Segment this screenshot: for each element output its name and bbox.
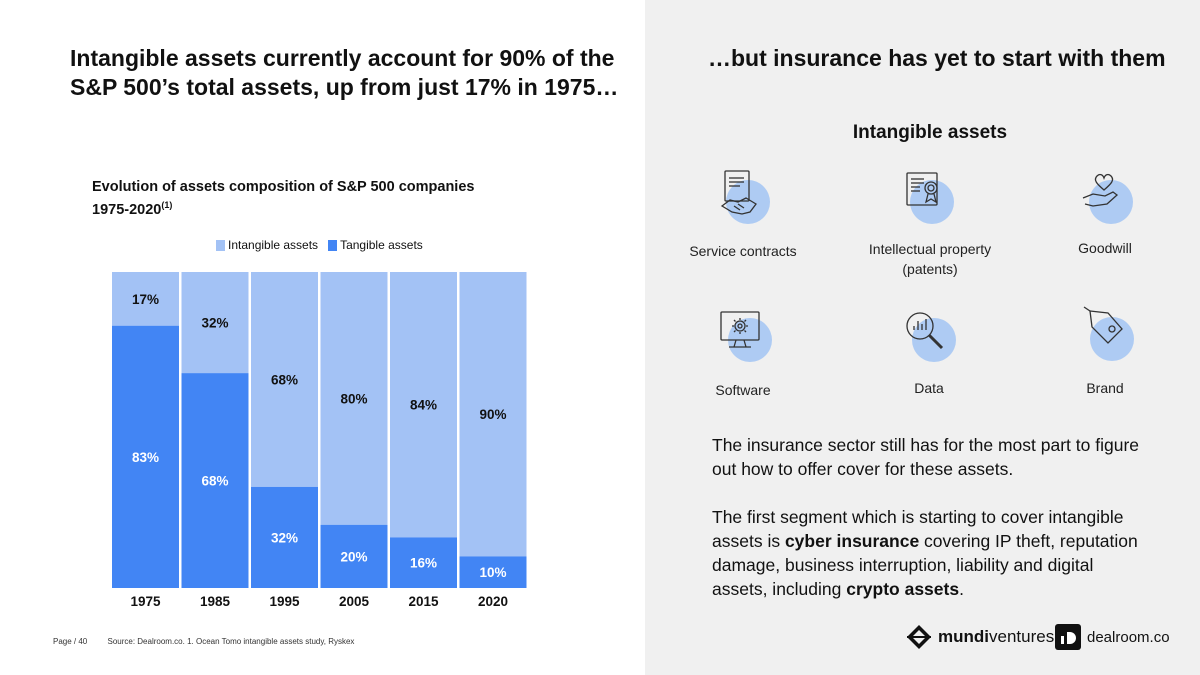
footer: Page / 40 Source: Dealroom.co. 1. Ocean … bbox=[53, 637, 354, 646]
x-tick-label-2015: 2015 bbox=[408, 594, 439, 609]
body-p2-text: The first segment which is starting to c… bbox=[712, 507, 1124, 551]
bar-intangible-2005 bbox=[320, 272, 388, 525]
asset-software: Software bbox=[715, 382, 771, 398]
tag-icon bbox=[1078, 305, 1134, 361]
asset-intellectual-property: Intellectual property (patents) bbox=[868, 241, 992, 277]
bar-tangible-2020 bbox=[459, 556, 527, 588]
page-number: Page / 40 bbox=[53, 637, 88, 646]
intangible-assets-title: Intangible assets bbox=[852, 122, 1008, 143]
x-tick-label-2020: 2020 bbox=[478, 594, 508, 609]
heart-hand-icon bbox=[1077, 168, 1133, 224]
body-text: The insurance sector still has for the m… bbox=[712, 433, 1142, 625]
mundi-ventures-logo: mundiventures bbox=[906, 624, 1054, 650]
monitor-gear-icon bbox=[716, 306, 772, 362]
chart-legend: Intangible assets Tangible assets bbox=[216, 238, 423, 252]
dealroom-logo: dealroom.co bbox=[1055, 624, 1170, 650]
data-label-tangible-1995: 32% bbox=[271, 530, 298, 545]
data-label-tangible-2005: 20% bbox=[340, 549, 367, 564]
data-label-tangible-1975: 83% bbox=[132, 450, 159, 465]
body-paragraph-1: The insurance sector still has for the m… bbox=[712, 435, 1139, 479]
bar-tangible-1975 bbox=[112, 325, 179, 588]
data-label-tangible-1985: 68% bbox=[201, 474, 228, 489]
asset-data: Data bbox=[914, 380, 944, 396]
handshake-contract-icon bbox=[714, 168, 770, 224]
bar-tangible-2005 bbox=[320, 524, 388, 588]
bar-tangible-1995 bbox=[251, 486, 318, 588]
mundi-logo-mark-icon bbox=[907, 625, 931, 649]
data-label-intangible-2015: 84% bbox=[410, 398, 437, 413]
bar-intangible-1995 bbox=[251, 272, 318, 487]
body-p2-text-mid: covering IP theft, reputation damage, bu… bbox=[712, 531, 1138, 599]
legend-swatch-intangible bbox=[216, 239, 225, 251]
source-note: Source: Dealroom.co. 1. Ocean Tomo intan… bbox=[107, 637, 355, 646]
bar-intangible-2020 bbox=[459, 272, 527, 557]
body-p2-crypto-assets: crypto assets bbox=[846, 579, 960, 599]
asset-service-contracts: Service contracts bbox=[689, 243, 797, 259]
magnifier-chart-icon bbox=[900, 306, 956, 362]
x-tick-label-1995: 1995 bbox=[269, 594, 300, 609]
mundi-text: ventures bbox=[989, 627, 1055, 646]
bar-intangible-1985 bbox=[181, 272, 249, 374]
legend-item-tangible: Tangible assets bbox=[328, 238, 423, 252]
left-title: Intangible assets currently account for … bbox=[70, 45, 619, 100]
x-tick-label-1975: 1975 bbox=[130, 594, 161, 609]
legend-label-tangible: Tangible assets bbox=[340, 238, 423, 252]
bar-intangible-2015 bbox=[390, 272, 457, 538]
chart-title-footnote: (1) bbox=[161, 200, 173, 210]
legend-item-intangible: Intangible assets bbox=[216, 238, 318, 252]
asset-brand: Brand bbox=[1086, 380, 1124, 396]
asset-goodwill: Goodwill bbox=[1078, 240, 1132, 256]
dealroom-logo-mark-icon bbox=[1055, 624, 1081, 650]
stacked-bar-chart: 17% 83% 1975 32% 68% 1985 68% 32% 1995 80% 20% 2005… bbox=[112, 272, 527, 609]
data-label-intangible-1975: 17% bbox=[132, 292, 159, 307]
data-label-intangible-2005: 80% bbox=[340, 391, 367, 406]
right-title: …but insurance has yet to start with the… bbox=[708, 45, 1166, 71]
chart-title-line1: Evolution of assets composition of S&P 5… bbox=[92, 179, 475, 195]
chart-title: Evolution of assets composition of S&P 5… bbox=[92, 178, 562, 219]
mundi-text-bold: mundi bbox=[938, 627, 989, 646]
data-label-tangible-2020: 10% bbox=[479, 565, 506, 580]
body-p2-end: . bbox=[959, 579, 964, 599]
body-paragraph-2: The first segment which is starting to c… bbox=[712, 505, 1142, 601]
x-tick-label-1985: 1985 bbox=[200, 594, 231, 609]
data-label-tangible-2015: 16% bbox=[410, 556, 437, 571]
data-label-intangible-2020: 90% bbox=[479, 407, 506, 422]
body-p2-cyber-insurance: cyber insurance bbox=[784, 531, 920, 551]
chart-title-line2: 1975-2020 bbox=[92, 201, 162, 218]
bar-tangible-1985 bbox=[181, 373, 249, 588]
legend-label-intangible: Intangible assets bbox=[228, 238, 319, 252]
data-label-intangible-1995: 68% bbox=[271, 372, 298, 387]
x-tick-label-2005: 2005 bbox=[339, 594, 370, 609]
data-label-intangible-1985: 32% bbox=[201, 316, 228, 331]
certificate-icon bbox=[898, 168, 954, 224]
dealroom-text: dealroom.co bbox=[1087, 628, 1170, 646]
bar-tangible-2015 bbox=[390, 537, 457, 588]
legend-swatch-tangible bbox=[328, 239, 338, 251]
bar-intangible-1975 bbox=[112, 272, 179, 326]
